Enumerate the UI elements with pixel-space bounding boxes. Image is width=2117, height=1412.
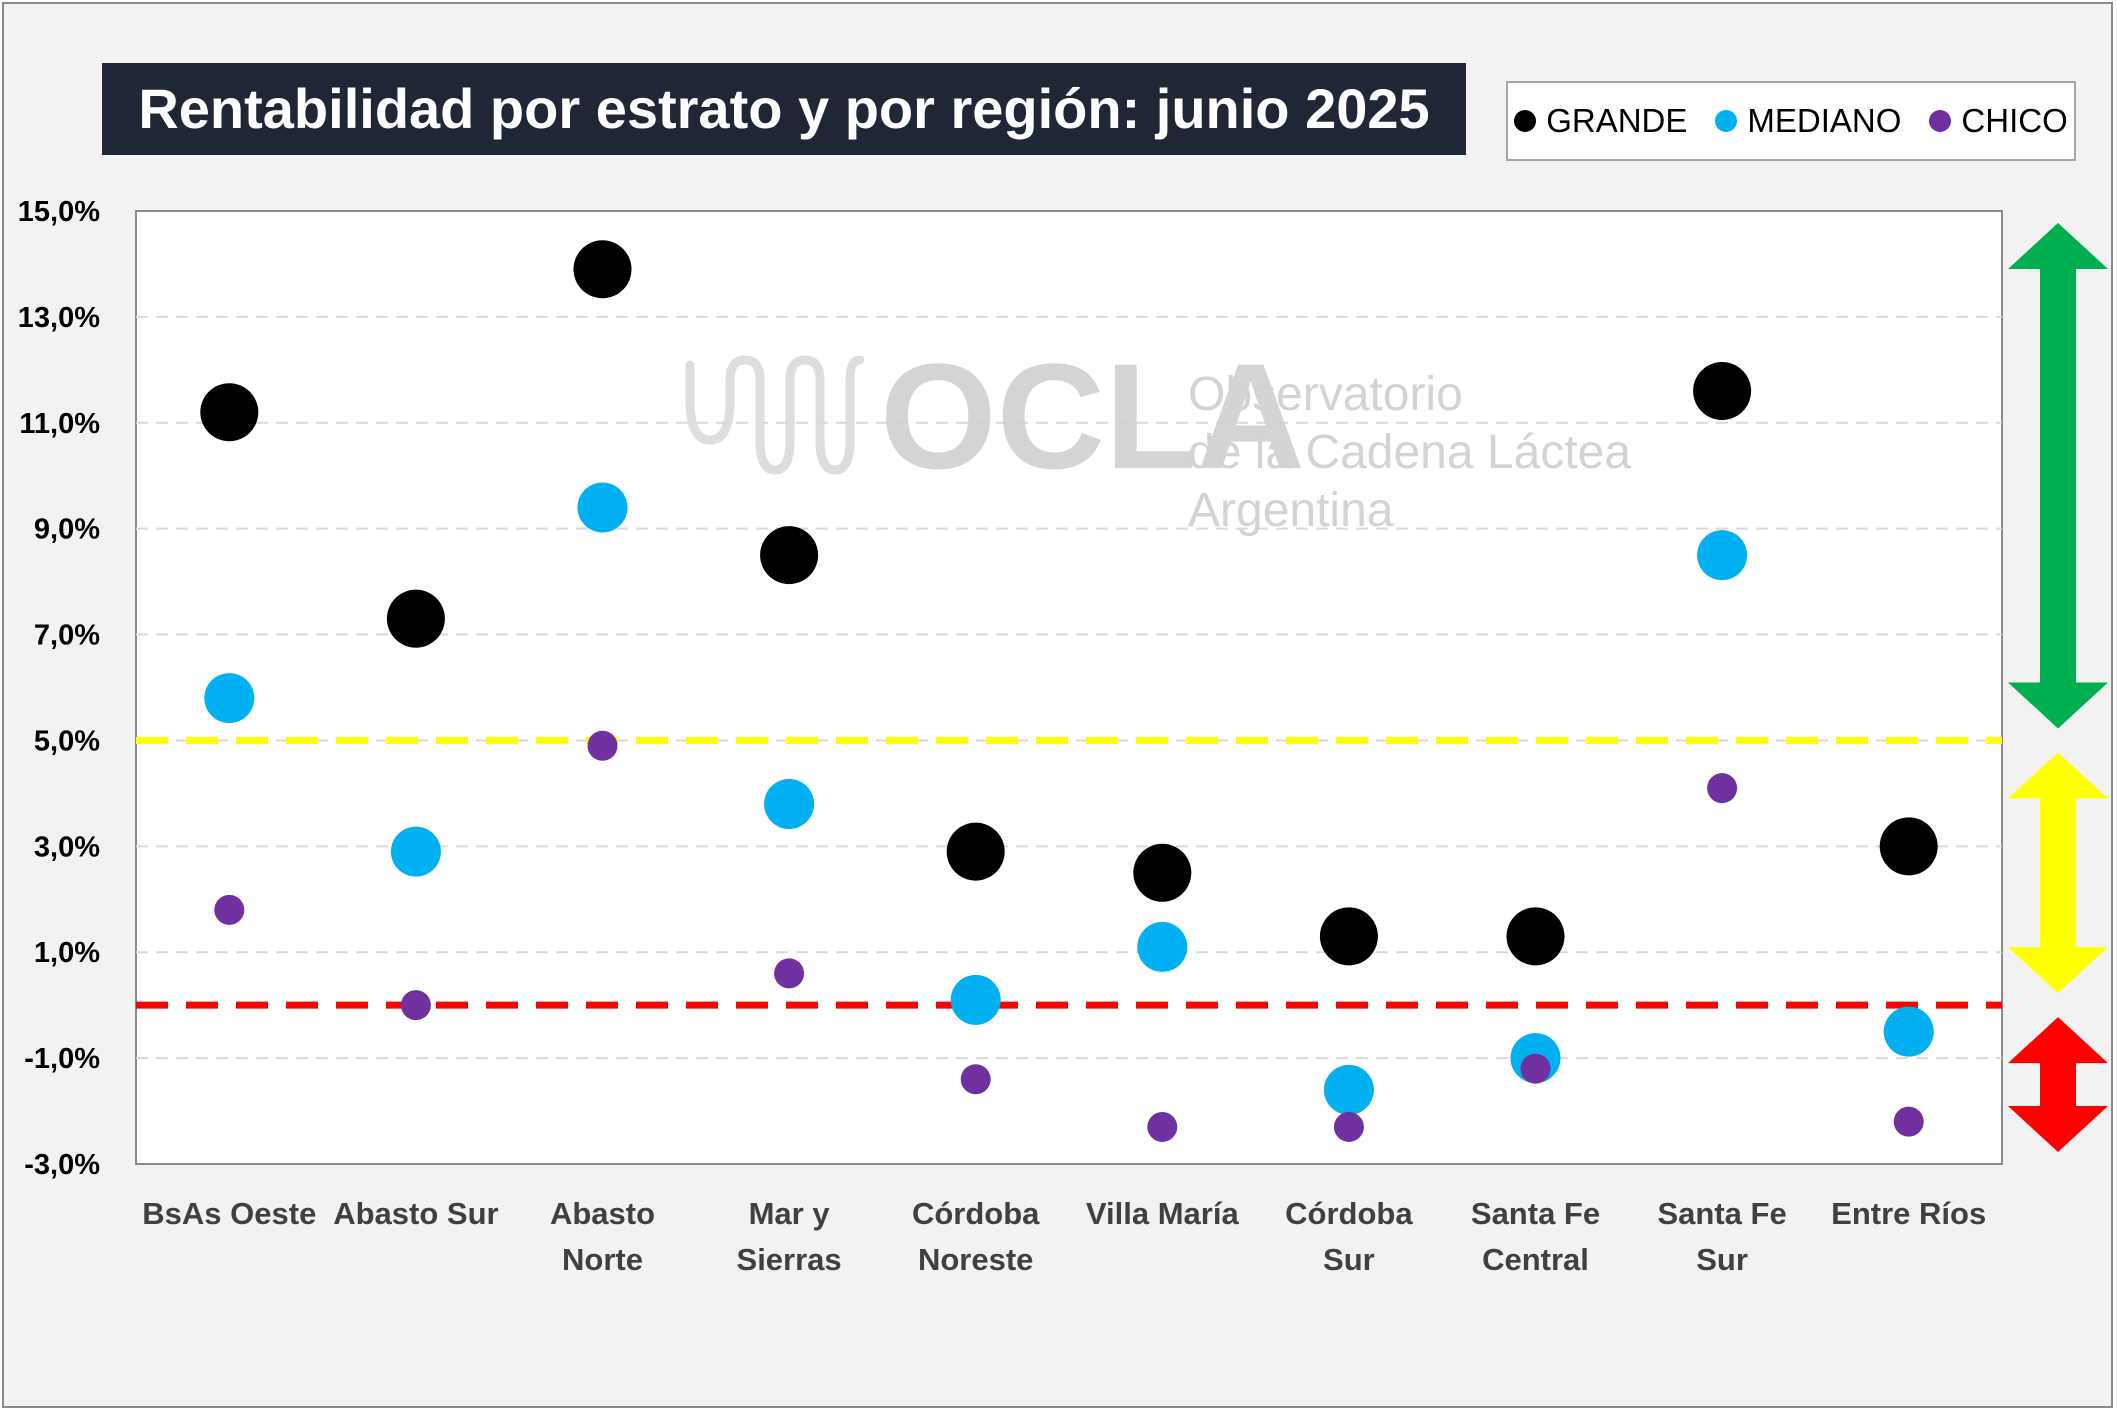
y-axis-ticks: 15,0% 13,0% 11,0% 9,0% 7,0% 5,0% 3,0% 1,0% -1,0%… [18, 196, 100, 1181]
legend-marker-chico [1929, 110, 1952, 132]
data-point-grande [1879, 817, 1938, 876]
legend-item-grande: GRANDE [1514, 102, 1687, 140]
y-tick-label: 1,0% [34, 937, 100, 969]
data-point-chico [587, 730, 618, 761]
data-point-grande [200, 383, 259, 442]
data-point-mediano [204, 673, 255, 724]
x-tick-label: Abasto [550, 1196, 655, 1231]
data-point-chico [960, 1064, 991, 1095]
x-tick-label: Entre Ríos [1831, 1196, 1986, 1231]
data-point-mediano [1137, 921, 1188, 972]
legend-item-chico: CHICO [1929, 102, 2068, 140]
watermark-line2: de la Cadena Láctea [1188, 426, 1631, 479]
data-point-mediano [950, 974, 1001, 1025]
x-tick-label: Córdoba [912, 1196, 1040, 1231]
data-points [200, 240, 1938, 1142]
data-point-chico [1893, 1106, 1924, 1137]
legend-marker-mediano [1715, 110, 1738, 132]
legend-marker-grande [1514, 110, 1537, 132]
legend-label-mediano: MEDIANO [1747, 102, 1902, 139]
data-point-mediano [1697, 530, 1748, 581]
data-point-mediano [1323, 1064, 1374, 1115]
data-point-grande [1319, 907, 1378, 966]
data-point-grande [1506, 907, 1565, 966]
data-point-grande [386, 589, 445, 648]
x-tick-label: Córdoba [1285, 1196, 1413, 1231]
zone-arrows [2008, 223, 2108, 1152]
data-point-chico [1333, 1111, 1364, 1142]
x-tick-label: Central [1482, 1242, 1589, 1277]
data-point-chico [1520, 1053, 1551, 1084]
legend-label-chico: CHICO [1961, 102, 2068, 139]
y-tick-label: 5,0% [34, 725, 100, 757]
chart-title-box: Rentabilidad por estrato y por región: j… [102, 63, 1466, 155]
watermark: OCLA Observatorio de la Cadena Láctea Ar… [685, 332, 1631, 537]
zone-arrow [2008, 223, 2108, 729]
y-tick-label: 3,0% [34, 831, 100, 863]
x-axis-ticks: BsAs Oeste Abasto Sur Abasto Norte Mar y Sier… [142, 1196, 1986, 1277]
zone-arrow [2008, 752, 2108, 994]
reference-lines [136, 736, 2002, 1009]
x-tick-label: Sierras [737, 1242, 842, 1277]
watermark-line1: Observatorio [1188, 368, 1463, 421]
y-tick-label: -3,0% [24, 1149, 100, 1181]
y-tick-label: 15,0% [18, 196, 100, 228]
x-tick-label: Norte [562, 1242, 643, 1277]
x-tick-label: Villa María [1086, 1196, 1240, 1231]
data-point-mediano [390, 826, 441, 877]
y-tick-label: -1,0% [24, 1043, 100, 1075]
y-tick-label: 11,0% [19, 408, 100, 440]
legend: GRANDE MEDIANO CHICO [1506, 81, 2076, 161]
watermark-brand: OCLA [880, 332, 1305, 500]
watermark-line3: Argentina [1188, 484, 1394, 537]
data-point-chico [1707, 773, 1738, 804]
y-tick-label: 13,0% [18, 302, 100, 334]
data-point-chico [1147, 1111, 1178, 1142]
data-point-grande [573, 240, 632, 299]
legend-item-mediano: MEDIANO [1715, 102, 1901, 140]
x-tick-label: Mar y [749, 1196, 831, 1231]
legend-label-grande: GRANDE [1546, 102, 1688, 139]
data-point-grande [1133, 843, 1192, 902]
x-tick-label: BsAs Oeste [142, 1196, 316, 1231]
data-point-mediano [764, 778, 815, 829]
chart-title: Rentabilidad por estrato y por región: j… [138, 77, 1430, 140]
x-tick-label: Santa Fe [1471, 1196, 1600, 1231]
data-point-grande [1693, 362, 1752, 421]
x-tick-label: Abasto Sur [333, 1196, 498, 1231]
data-point-grande [946, 822, 1005, 881]
data-point-mediano [1883, 1006, 1934, 1057]
data-point-grande [760, 526, 819, 585]
data-point-chico [214, 894, 245, 925]
x-tick-label: Sur [1323, 1242, 1375, 1277]
data-point-mediano [577, 482, 628, 533]
x-tick-label: Noreste [918, 1242, 1033, 1277]
data-point-chico [400, 990, 431, 1021]
y-tick-label: 7,0% [34, 620, 100, 652]
y-tick-label: 9,0% [34, 514, 100, 546]
watermark-wave-icon [685, 355, 865, 475]
data-point-chico [774, 958, 805, 989]
zone-arrow [2008, 1017, 2108, 1152]
x-tick-label: Sur [1696, 1242, 1748, 1277]
x-tick-label: Santa Fe [1657, 1196, 1786, 1231]
